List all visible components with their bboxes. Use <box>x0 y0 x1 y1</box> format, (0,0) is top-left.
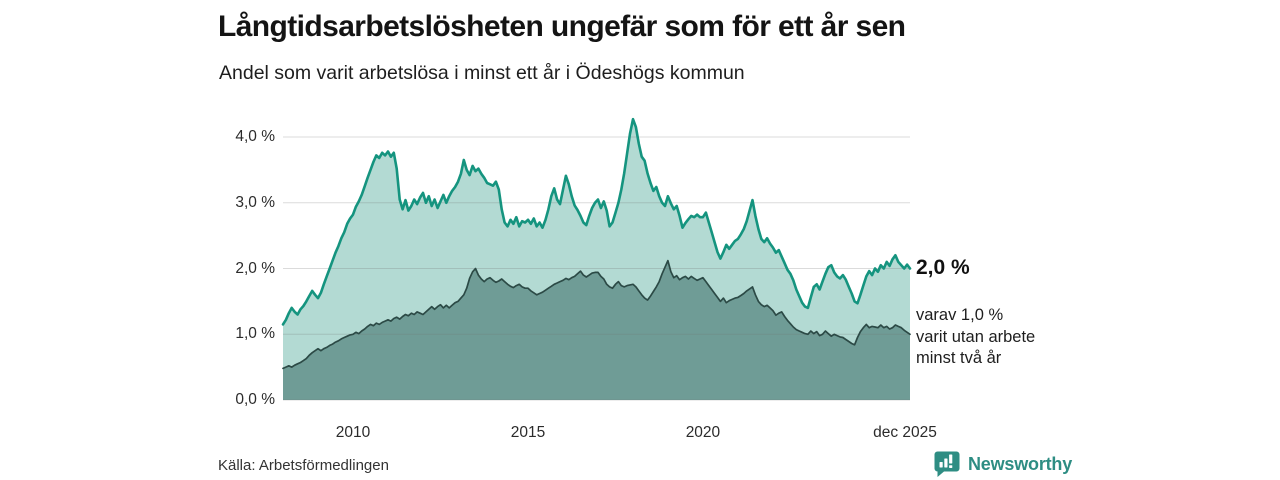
x-tick-label: 2020 <box>685 424 721 441</box>
page-title: Långtidsarbetslösheten ungefär som för e… <box>218 10 906 43</box>
source-caption: Källa: Arbetsförmedlingen <box>218 457 389 474</box>
x-tick-label: 2010 <box>335 424 371 441</box>
annotation-line: varit utan arbete <box>916 327 1036 346</box>
area-two-years <box>283 260 910 400</box>
line-total <box>281 117 912 326</box>
chart-subtitle: Andel som varit arbetslösa i minst ett å… <box>219 62 745 84</box>
y-tick-label: 2,0 % <box>235 259 275 277</box>
y-tick-label: 1,0 % <box>235 325 275 343</box>
newsworthy-brand: Newsworthy <box>933 450 1072 478</box>
annotation-line: minst två år <box>916 349 1002 367</box>
y-tick-label: 3,0 % <box>235 193 275 211</box>
series-end-value-total: 2,0 % <box>916 256 970 279</box>
newsworthy-wordmark: Newsworthy <box>968 453 1073 474</box>
series-end-annotation-two-years: varav 1,0 % varit utan arbete minst två … <box>916 305 1035 370</box>
newsworthy-logo-icon <box>934 451 960 477</box>
y-tick-label: 0,0 % <box>235 391 275 408</box>
annotation-line: varav 1,0 % <box>916 306 1004 324</box>
x-tick-label: dec 2025 <box>873 424 937 441</box>
y-tick-label: 4,0 % <box>235 128 275 145</box>
x-tick-label: 2015 <box>510 424 546 441</box>
line-two-years <box>282 259 911 370</box>
